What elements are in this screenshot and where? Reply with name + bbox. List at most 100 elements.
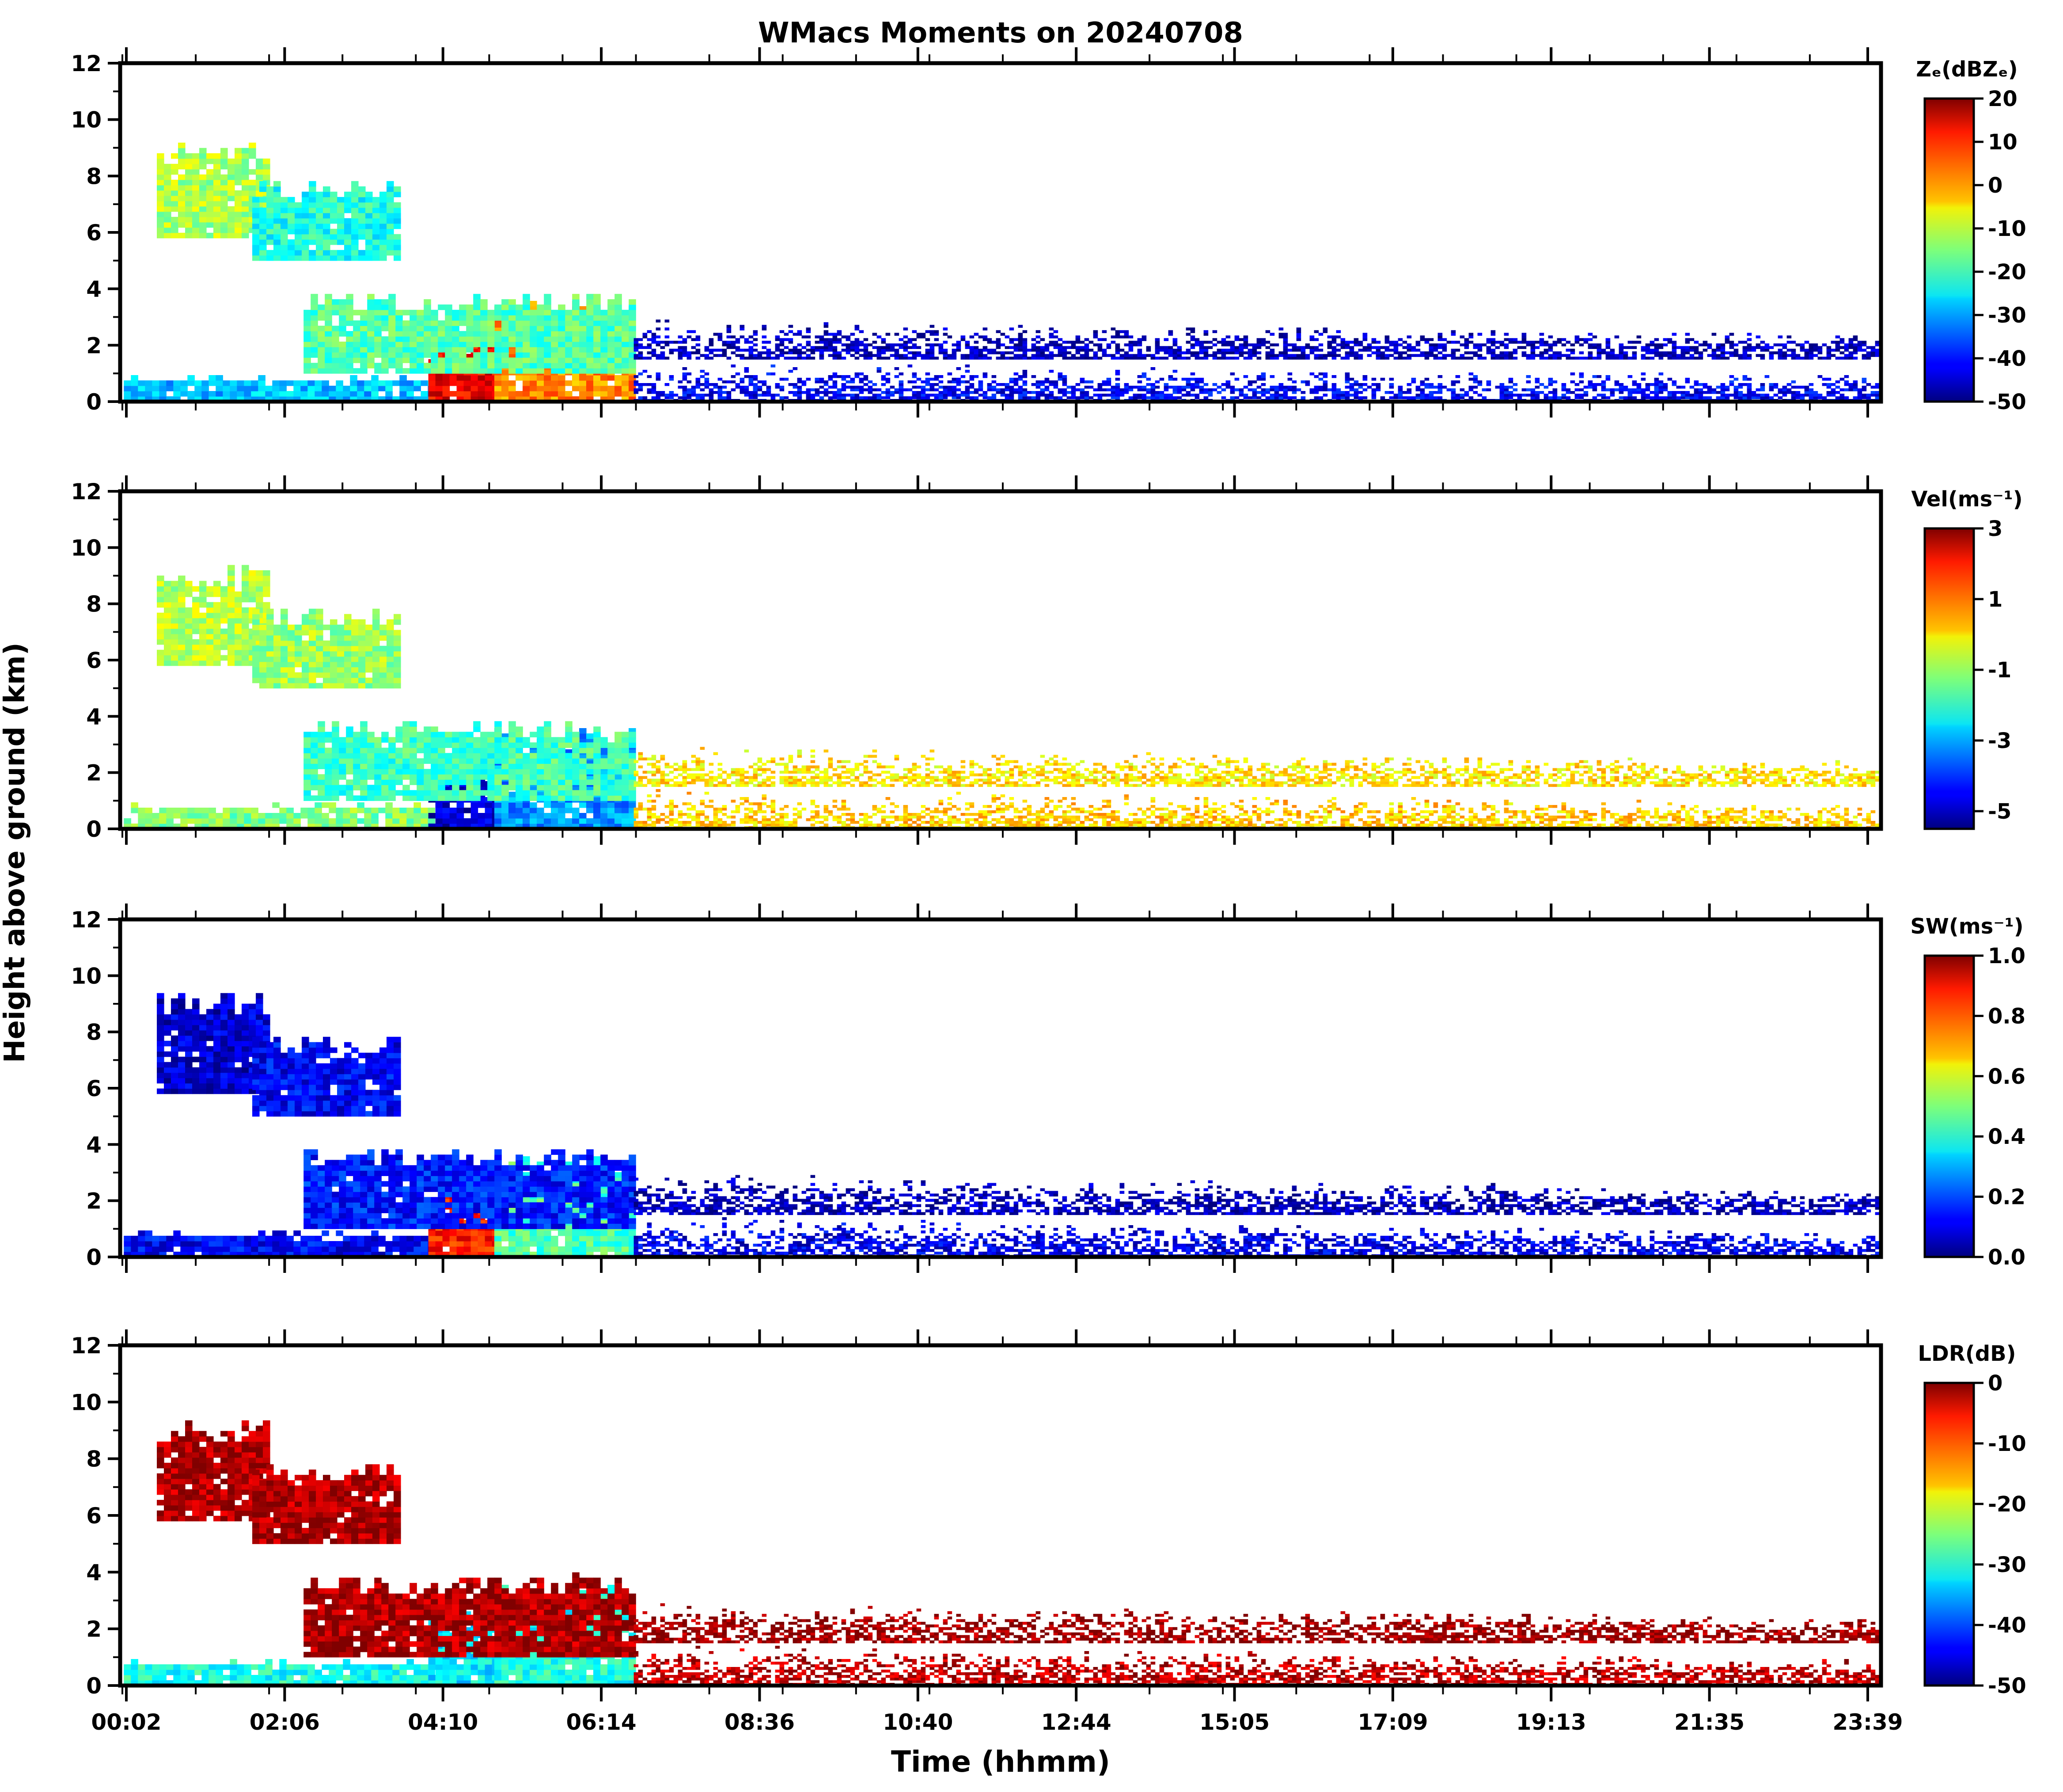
colorbar-tick-label: 20 <box>1988 87 2017 111</box>
y-tick-label: 4 <box>86 277 102 302</box>
heatmap-area <box>124 142 1881 402</box>
colorbar-gradient <box>1923 1382 1975 1687</box>
heatmap-feature <box>633 1175 1881 1215</box>
y-tick-label: 12 <box>71 907 102 933</box>
colorbar-tick-label: -30 <box>1988 303 2026 328</box>
colorbar-tick-label: 10 <box>1988 130 2017 155</box>
y-tick-label: 8 <box>86 1020 102 1045</box>
y-tick-label: 0 <box>86 816 102 842</box>
y-tick-label: 6 <box>86 1076 102 1101</box>
heatmap-feature <box>303 294 636 374</box>
colorbar-tick-label: 0.4 <box>1988 1124 2025 1149</box>
colorbar: LDR(dB) 0 -10 -20 -30 -40 -50 <box>1918 1341 2026 1698</box>
x-tick-label: 23:39 <box>1832 1709 1903 1735</box>
colorbar-tick-label: -40 <box>1988 346 2026 371</box>
y-tick-label: 2 <box>86 1188 102 1214</box>
colorbar-tick-label: 0.6 <box>1988 1064 2025 1089</box>
y-tick-label: 6 <box>86 648 102 673</box>
panel-sw: 0 2 4 6 8 10 12 SW(ms⁻¹) 1.0 0.8 0.6 0.4 0.2 0.0 <box>71 904 2025 1273</box>
panel-ldr: 0 2 4 6 8 10 12 00:02 02:06 04:10 06:14 08:36 10:40 1… <box>71 1329 2026 1735</box>
heatmap-feature <box>303 1149 636 1229</box>
y-tick-label: 0 <box>86 389 102 415</box>
heatmap-feature <box>303 721 636 801</box>
colorbar: Zₑ(dBZₑ) 20 10 0 -10 -20 -30 -40 -50 <box>1916 57 2026 414</box>
x-tick-label: 10:40 <box>883 1709 953 1735</box>
panel-vel: 0 2 4 6 8 10 12 Vel(ms⁻¹) 3 1 -1 -3 -5 <box>71 475 2023 845</box>
heatmap-feature <box>252 1036 401 1117</box>
heatmap-area <box>124 993 1881 1257</box>
figure-title: WMacs Moments on 20240708 <box>758 17 1243 49</box>
heatmap-feature <box>633 364 1881 402</box>
y-tick-label: 12 <box>71 51 102 76</box>
x-tick-label: 17:09 <box>1358 1709 1428 1735</box>
colorbar-tick-label: 0 <box>1988 173 2002 198</box>
y-tick-label: 2 <box>86 333 102 358</box>
y-tick-label: 6 <box>86 220 102 246</box>
colorbar-tick-label: -5 <box>1988 799 2011 824</box>
y-tick-label: 8 <box>86 1447 102 1472</box>
colorbar-tick-label: 3 <box>1988 516 2002 541</box>
y-tick-label: 4 <box>86 704 102 729</box>
colorbar-tick-label: 0 <box>1988 1371 2002 1396</box>
y-tick-label: 0 <box>86 1245 102 1270</box>
y-tick-label: 0 <box>86 1673 102 1699</box>
colorbar: Vel(ms⁻¹) 3 1 -1 -3 -5 <box>1911 487 2023 830</box>
colorbar-gradient <box>1923 954 1975 1258</box>
y-tick-label: 10 <box>71 107 102 133</box>
y-tick-label: 12 <box>71 479 102 505</box>
colorbar-tick-label: -1 <box>1988 658 2011 683</box>
y-tick-label: 10 <box>71 535 102 561</box>
y-axis-label: Height above ground (km) <box>0 642 31 1063</box>
x-tick-label: 06:14 <box>566 1709 637 1735</box>
colorbar-tick-label: -20 <box>1988 260 2026 285</box>
colorbar-label: Zₑ(dBZₑ) <box>1916 57 2017 82</box>
heatmap-feature <box>252 1464 401 1544</box>
heatmap-feature <box>157 1420 270 1522</box>
heatmap-feature <box>303 1572 636 1658</box>
colorbar-tick-label: 0.8 <box>1988 1004 2025 1029</box>
colorbar-label: SW(ms⁻¹) <box>1910 914 2023 939</box>
y-tick-label: 10 <box>71 1390 102 1415</box>
colorbar-tick-label: 1 <box>1988 587 2002 612</box>
colorbar-tick-label: 0.2 <box>1988 1185 2025 1210</box>
x-tick-label: 12:44 <box>1041 1709 1111 1735</box>
heatmap-feature <box>633 1603 1881 1644</box>
heatmap-feature <box>124 1230 435 1257</box>
x-tick-label: 21:35 <box>1674 1709 1744 1735</box>
heatmap-feature <box>633 747 1881 787</box>
heatmap-area <box>124 565 1881 829</box>
heatmap-feature <box>633 319 1881 360</box>
x-tick-label: 04:10 <box>408 1709 478 1735</box>
colorbar-tick-label: 1.0 <box>1988 944 2025 968</box>
x-tick-label: 02:06 <box>250 1709 320 1735</box>
colorbar-tick-label: -50 <box>1988 390 2026 414</box>
heatmap-feature <box>633 789 1881 829</box>
colorbar-label: LDR(dB) <box>1918 1341 2016 1366</box>
panel-ze: 0 2 4 6 8 10 12 Zₑ(dBZₑ) 20 10 0 -10 -20 -30 -40 -50 <box>71 47 2026 418</box>
heatmap-area <box>124 1420 1881 1686</box>
colorbar-tick-label: -10 <box>1988 1431 2026 1456</box>
y-tick-label: 12 <box>71 1333 102 1359</box>
colorbar-gradient <box>1923 97 1975 403</box>
x-tick-label: 19:13 <box>1516 1709 1586 1735</box>
y-tick-label: 6 <box>86 1503 102 1529</box>
x-axis-label: Time (hhmm) <box>891 1745 1110 1779</box>
y-tick-label: 4 <box>86 1132 102 1158</box>
heatmap-feature <box>633 1646 1881 1686</box>
heatmap-feature <box>252 181 401 261</box>
colorbar-tick-label: -30 <box>1988 1553 2026 1577</box>
x-tick-label: 15:05 <box>1199 1709 1270 1735</box>
x-tick-label: 08:36 <box>724 1709 795 1735</box>
colorbar-tick-label: 0.0 <box>1988 1245 2025 1270</box>
colorbar-tick-label: -40 <box>1988 1613 2026 1638</box>
y-tick-label: 8 <box>86 163 102 189</box>
heatmap-feature <box>124 1659 435 1686</box>
colorbar-tick-label: -50 <box>1988 1674 2026 1698</box>
colorbar-tick-label: -20 <box>1988 1492 2026 1517</box>
colorbar-label: Vel(ms⁻¹) <box>1911 487 2022 512</box>
x-tick-label: 00:02 <box>91 1709 161 1735</box>
colorbar-tick-label: -10 <box>1988 216 2026 241</box>
y-tick-label: 2 <box>86 1617 102 1642</box>
